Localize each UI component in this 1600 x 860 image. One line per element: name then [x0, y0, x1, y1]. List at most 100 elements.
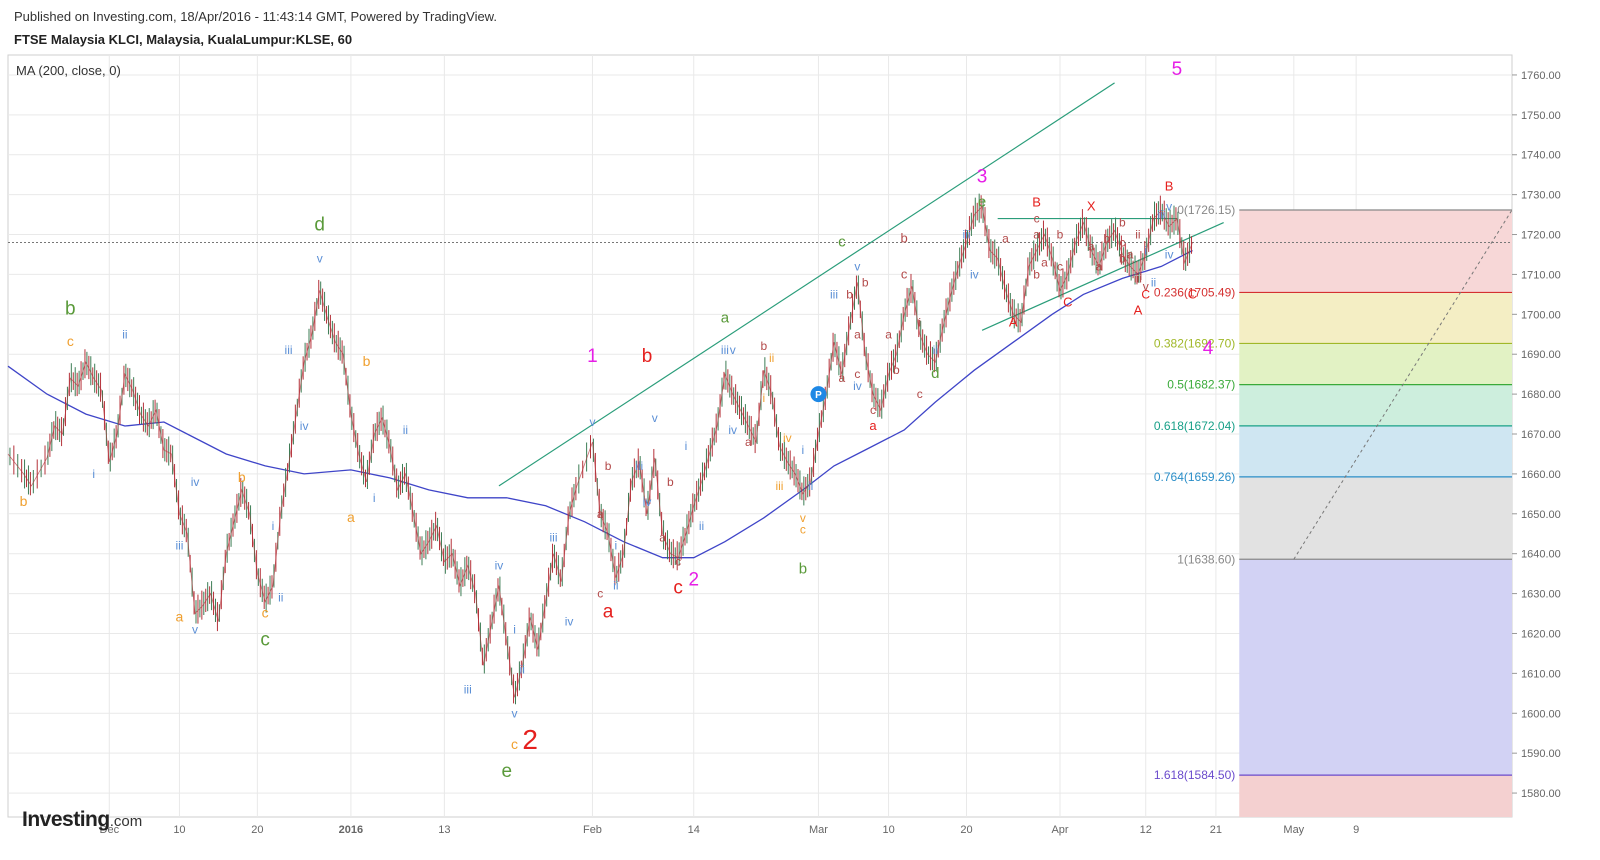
wave-label: b: [1057, 228, 1064, 242]
wave-label: v: [512, 706, 518, 720]
wave-label: iii: [285, 343, 293, 357]
y-tick-label: 1700.00: [1521, 309, 1561, 321]
wave-label: i: [1144, 243, 1147, 257]
p-marker: [810, 386, 827, 403]
x-tick-label: 13: [438, 824, 450, 836]
wave-label: v: [800, 511, 806, 525]
price-line: [7, 205, 1193, 698]
wave-label: ii: [1151, 275, 1156, 289]
wave-label: iv: [853, 379, 862, 393]
wave-label: a: [597, 507, 604, 521]
wave-label: c: [67, 333, 74, 349]
wave-label: i: [373, 491, 376, 505]
wave-label: ii: [520, 662, 525, 676]
y-tick-label: 1740.00: [1521, 150, 1561, 162]
wave-label: c: [800, 523, 806, 537]
wave-label: c: [901, 266, 908, 281]
y-tick-label: 1620.00: [1521, 628, 1561, 640]
wave-label: v: [652, 411, 658, 425]
wave-label: C: [1188, 286, 1197, 301]
wave-label: c: [260, 629, 270, 650]
wave-label: C: [1141, 287, 1150, 301]
wave-label: iii: [549, 531, 557, 545]
wave-label: A: [1009, 314, 1018, 329]
wave-label: b: [1119, 251, 1126, 265]
wave-label: ii: [613, 579, 618, 593]
wave-label: a: [176, 609, 184, 625]
x-tick-label: Dec: [100, 824, 120, 836]
wave-label: B: [1032, 195, 1041, 210]
fib-level-label: 0.764(1659.26): [1154, 470, 1235, 484]
fib-level-label: 1(1638.60): [1177, 552, 1235, 566]
symbol-title: FTSE Malaysia KLCI, Malaysia, KualaLumpu…: [14, 32, 353, 47]
wave-label: a: [1127, 247, 1134, 261]
wave-label: a: [1002, 232, 1009, 246]
wave-label: a: [854, 327, 861, 341]
wave-label: b: [799, 561, 807, 578]
wave-label: b: [642, 346, 653, 367]
wave-label: b: [893, 363, 900, 377]
wave-label: b: [65, 298, 76, 319]
wave-label: a: [745, 435, 752, 449]
wave-label: ii: [769, 351, 774, 365]
fib-level-label: 0.618(1672.04): [1154, 419, 1235, 433]
fib-level-label: 0.236(1705.49): [1154, 285, 1235, 299]
logo-suffix: .com: [109, 813, 143, 830]
wave-label: b: [238, 469, 246, 485]
wave-label: b: [846, 287, 853, 301]
wave-label: iv: [191, 475, 200, 489]
wave-label: a: [659, 531, 666, 545]
x-tick-label: 10: [882, 824, 894, 836]
wave-label: i: [802, 443, 805, 457]
y-tick-label: 1630.00: [1521, 589, 1561, 601]
wave-label: ii: [403, 423, 408, 437]
fib-level-label: 0.382(1692.70): [1154, 336, 1235, 350]
wave-label: i: [685, 439, 688, 453]
channel-line: [498, 82, 1115, 487]
wave-label: c: [870, 403, 876, 417]
wave-label: b: [20, 493, 28, 509]
wave-label: b: [862, 275, 869, 289]
x-tick-label: 14: [688, 824, 700, 836]
wave-label: a: [838, 371, 845, 385]
wave-label: c: [917, 387, 923, 401]
wave-label: iii: [775, 479, 783, 493]
fib-zone: [1239, 559, 1512, 776]
wave-label: C: [1063, 294, 1072, 309]
fib-zone: [1239, 476, 1512, 560]
wave-label: i: [272, 519, 275, 533]
wave-label: iii: [963, 228, 971, 242]
wave-label: c: [854, 367, 860, 381]
investing-logo: Investing.com: [22, 808, 142, 832]
wave-label: v: [1143, 279, 1149, 293]
wave-label: iv: [728, 423, 737, 437]
y-tick-label: 1580.00: [1521, 788, 1561, 800]
wave-label: a: [347, 509, 355, 525]
wave-label: 2: [522, 724, 538, 755]
logo-brand: Investing: [22, 808, 110, 831]
wave-label: d: [931, 365, 939, 382]
y-tick-label: 1680.00: [1521, 389, 1561, 401]
x-tick-label: 10: [173, 824, 185, 836]
x-tick-label: 20: [960, 824, 972, 836]
y-tick-label: 1760.00: [1521, 70, 1561, 82]
fib-zone: [1239, 292, 1512, 344]
wave-label: 4: [1203, 338, 1214, 359]
y-tick-label: 1690.00: [1521, 349, 1561, 361]
wave-label: c: [597, 587, 603, 601]
wave-label: b: [1119, 216, 1126, 230]
wave-label: a: [1041, 255, 1048, 269]
y-tick-label: 1750.00: [1521, 110, 1561, 122]
x-tick-label: Mar: [809, 824, 828, 836]
wave-label: b: [605, 459, 612, 473]
wave-label: ii: [278, 591, 283, 605]
wave-label: iv: [643, 495, 652, 509]
y-tick-label: 1590.00: [1521, 748, 1561, 760]
wave-label: 1: [587, 346, 598, 367]
wave-label: c: [511, 736, 518, 752]
wave-label: ii: [699, 519, 704, 533]
wave-label: v: [192, 622, 198, 636]
wave-label: ii: [122, 327, 127, 341]
wave-label: iv: [565, 615, 574, 629]
